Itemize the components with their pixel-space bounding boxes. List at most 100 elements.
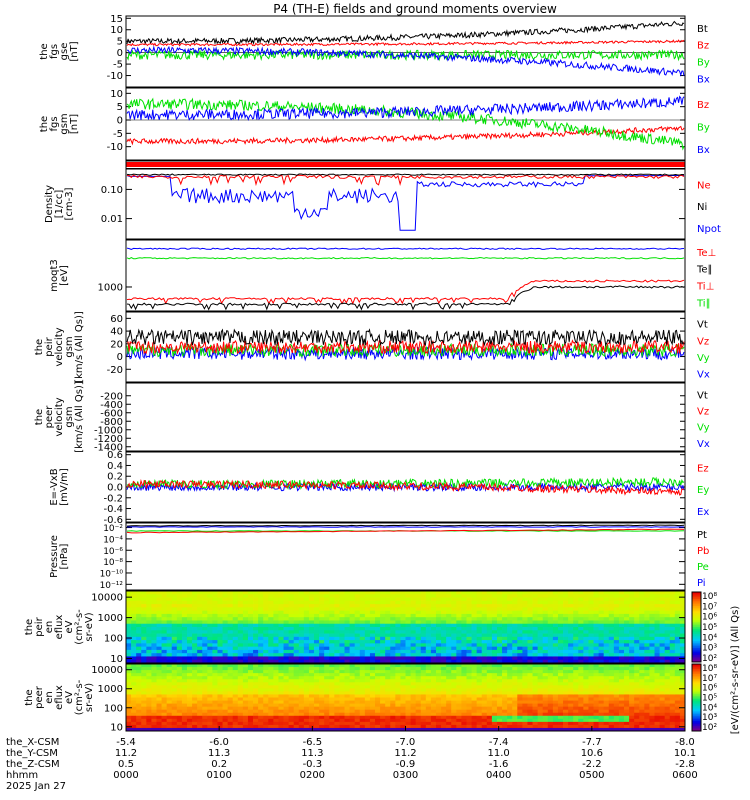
- y-axis-label-line: [nPa]: [59, 543, 70, 569]
- spectrogram-cell: [593, 682, 600, 686]
- spectrogram-cell: [618, 591, 625, 595]
- spectrogram-cell: [268, 712, 274, 717]
- spectrogram-cell: [151, 656, 157, 661]
- spectrogram-cell: [141, 706, 147, 711]
- spectrogram-cell: [181, 627, 188, 631]
- spectrogram-cell: [679, 597, 686, 602]
- spectrogram-cell: [435, 591, 442, 595]
- spectrogram-cell: [598, 706, 605, 711]
- spectrogram-cell: [400, 667, 406, 671]
- spectrogram-cell: [288, 633, 295, 638]
- spectrogram-cell: [247, 613, 254, 618]
- spectrogram-cell: [410, 607, 417, 612]
- spectrogram-cell: [491, 703, 498, 708]
- spectrogram-cell: [446, 703, 452, 708]
- spectrogram-cell: [568, 703, 574, 708]
- spectrogram-cell: [552, 682, 559, 686]
- spectrogram-cell: [517, 633, 523, 638]
- spectrogram-cell: [283, 664, 290, 668]
- spectrogram-cell: [608, 685, 615, 689]
- spectrogram-cell: [507, 597, 513, 602]
- spectrogram-cell: [141, 649, 147, 654]
- spectrogram-cell: [486, 623, 493, 628]
- spectrogram-cell: [405, 607, 411, 612]
- spectrogram-cell: [664, 673, 671, 677]
- spectrogram-cell: [446, 694, 452, 698]
- spectrogram-cell: [532, 685, 539, 689]
- spectrogram-cell: [181, 617, 188, 621]
- spectrogram-cell: [166, 659, 173, 664]
- spectrogram-cell: [263, 688, 269, 692]
- spectrogram-cell: [278, 724, 284, 729]
- spectrogram-cell: [136, 682, 142, 686]
- spectrogram-cell: [258, 604, 264, 608]
- spectrogram-cell: [339, 659, 345, 664]
- spectrogram-cell: [308, 643, 315, 648]
- spectrogram-cell: [283, 688, 290, 692]
- spectrogram-cell: [583, 694, 589, 698]
- spectrogram-cell: [430, 709, 437, 714]
- spectrogram-cell: [217, 659, 223, 664]
- spectrogram-cell: [247, 604, 254, 608]
- spectrogram-cell: [293, 617, 300, 621]
- spectrogram-cell: [395, 700, 401, 704]
- spectrogram-cell: [598, 682, 605, 686]
- spectrogram-cell: [217, 600, 223, 605]
- spectrogram-cell: [375, 685, 381, 689]
- spectrogram-cell: [247, 630, 254, 634]
- spectrogram-cell: [593, 670, 600, 674]
- spectrogram-cell: [629, 600, 635, 605]
- spectrogram-cell: [435, 667, 442, 671]
- spectrogram-cell: [186, 630, 193, 634]
- spectrogram-cell: [563, 659, 569, 664]
- spectrogram-cell: [136, 640, 142, 644]
- spectrogram-cell: [441, 703, 447, 708]
- spectrogram-cell: [349, 679, 356, 683]
- spectrogram-cell: [629, 706, 635, 711]
- spectrogram-cell: [446, 656, 452, 661]
- spectrogram-cell: [629, 664, 635, 668]
- spectrogram-cell: [532, 709, 539, 714]
- spectrogram-cell: [156, 706, 162, 711]
- spectrogram-cell: [476, 649, 483, 654]
- spectrogram-cell: [522, 613, 528, 618]
- spectrogram-cell: [364, 620, 371, 625]
- spectrogram-cell: [410, 724, 417, 729]
- spectrogram-cell: [563, 688, 569, 692]
- spectrogram-cell: [334, 607, 340, 612]
- spectrogram-cell: [588, 673, 594, 677]
- spectrogram-cell: [293, 709, 300, 714]
- spectrogram-cell: [359, 646, 366, 651]
- spectrogram-cell: [359, 591, 366, 595]
- y-tick-label: 0.0: [107, 483, 123, 494]
- spectrogram-cell: [451, 676, 457, 680]
- spectrogram-cell: [435, 607, 442, 612]
- spectrogram-cell: [258, 607, 264, 612]
- spectrogram-cell: [181, 718, 188, 723]
- spectrogram-cell: [126, 718, 132, 723]
- spectrogram-cell: [639, 700, 645, 704]
- spectrogram-cell: [181, 688, 188, 692]
- spectrogram-cell: [242, 706, 249, 711]
- spectrogram-cell: [273, 712, 279, 717]
- spectrogram-cell: [588, 727, 594, 732]
- spectrogram-cell: [227, 607, 234, 612]
- spectrogram-cell: [303, 607, 310, 612]
- spectrogram-cell: [476, 676, 483, 680]
- spectrogram-cell: [420, 685, 427, 689]
- spectrogram-cell: [247, 688, 254, 692]
- spectrogram-cell: [512, 656, 518, 661]
- spectrogram-cell: [166, 623, 173, 628]
- spectrogram-cell: [222, 673, 229, 677]
- spectrogram-cell: [634, 653, 640, 657]
- spectrogram-cell: [192, 706, 198, 711]
- spectrogram-cell: [242, 697, 249, 701]
- spectrogram-cell: [512, 727, 518, 732]
- spectrogram-cell: [369, 610, 376, 615]
- spectrogram-cell: [278, 715, 284, 720]
- spectrogram-cell: [380, 630, 386, 634]
- spectrogram-cell: [212, 715, 218, 720]
- spectrogram-cell: [329, 691, 335, 695]
- spectrogram-cell: [512, 679, 518, 683]
- spectrogram-cell: [319, 703, 325, 708]
